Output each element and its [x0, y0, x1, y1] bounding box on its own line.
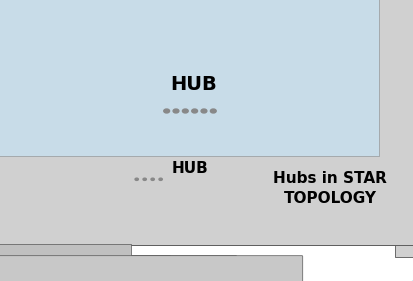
FancyBboxPatch shape	[0, 0, 313, 156]
FancyBboxPatch shape	[173, 118, 178, 121]
FancyBboxPatch shape	[395, 0, 413, 257]
Text: Hubs in STAR
TOPOLOGY: Hubs in STAR TOPOLOGY	[273, 171, 387, 206]
FancyBboxPatch shape	[0, 256, 303, 281]
FancyBboxPatch shape	[0, 0, 413, 62]
FancyBboxPatch shape	[211, 118, 216, 121]
Circle shape	[159, 178, 162, 180]
FancyBboxPatch shape	[131, 174, 167, 186]
Circle shape	[151, 178, 154, 180]
FancyBboxPatch shape	[0, 0, 361, 245]
Text: HUB: HUB	[172, 161, 208, 176]
FancyBboxPatch shape	[0, 62, 239, 155]
FancyBboxPatch shape	[192, 118, 197, 121]
Polygon shape	[131, 169, 176, 175]
Circle shape	[135, 178, 138, 180]
Text: HUB: HUB	[171, 75, 218, 94]
Circle shape	[201, 109, 207, 113]
Circle shape	[192, 109, 197, 113]
FancyBboxPatch shape	[0, 256, 171, 281]
Circle shape	[173, 109, 179, 113]
FancyBboxPatch shape	[0, 77, 167, 171]
FancyBboxPatch shape	[160, 102, 220, 123]
FancyBboxPatch shape	[164, 118, 169, 121]
Circle shape	[164, 109, 170, 113]
Circle shape	[210, 109, 216, 113]
FancyBboxPatch shape	[0, 0, 413, 245]
Polygon shape	[166, 169, 176, 185]
FancyBboxPatch shape	[0, 0, 413, 245]
FancyBboxPatch shape	[183, 118, 188, 121]
Circle shape	[183, 109, 188, 113]
FancyBboxPatch shape	[0, 0, 247, 156]
FancyBboxPatch shape	[0, 0, 379, 156]
FancyBboxPatch shape	[0, 244, 64, 281]
FancyBboxPatch shape	[0, 244, 131, 281]
Circle shape	[143, 178, 146, 180]
FancyBboxPatch shape	[202, 118, 206, 121]
FancyBboxPatch shape	[0, 0, 413, 62]
FancyBboxPatch shape	[0, 154, 389, 217]
Polygon shape	[219, 94, 233, 122]
FancyBboxPatch shape	[0, 256, 237, 281]
FancyBboxPatch shape	[0, 154, 92, 217]
Polygon shape	[161, 94, 233, 103]
FancyBboxPatch shape	[0, 77, 413, 171]
